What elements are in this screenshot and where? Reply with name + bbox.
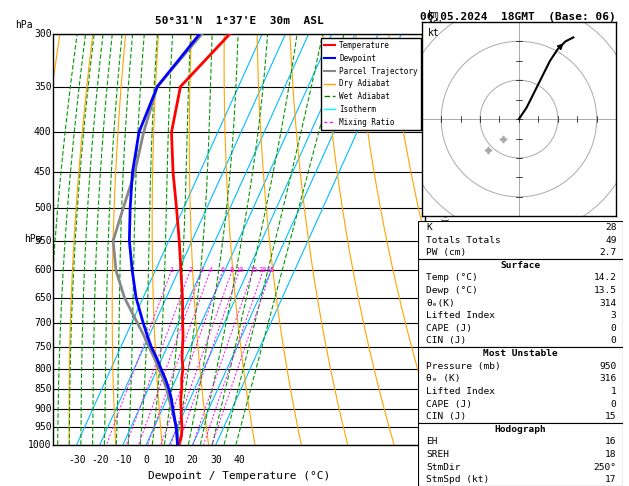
Text: CIN (J): CIN (J) [426,412,467,421]
Text: 13.5: 13.5 [594,286,616,295]
Text: 1: 1 [169,267,174,274]
Text: 15: 15 [249,267,257,274]
Text: CAPE (J): CAPE (J) [426,399,472,409]
Text: 950: 950 [34,422,52,432]
Text: 10: 10 [164,455,175,465]
Text: 550: 550 [34,236,52,246]
Text: CAPE (J): CAPE (J) [426,324,472,333]
Text: SREH: SREH [426,450,450,459]
Text: CIN (J): CIN (J) [426,336,467,346]
Text: 0: 0 [143,455,149,465]
Text: 350: 350 [34,82,52,91]
Text: 6: 6 [221,267,225,274]
Text: 10: 10 [235,267,243,274]
Text: 250°: 250° [594,463,616,471]
Text: Hodograph: Hodograph [494,425,547,434]
Text: 8: 8 [426,108,432,118]
Text: 3: 3 [426,325,432,335]
Text: Dewp (°C): Dewp (°C) [426,286,478,295]
Text: 20: 20 [259,267,267,274]
Text: 0: 0 [611,336,616,346]
Text: 2.7: 2.7 [599,248,616,257]
Text: 20: 20 [187,455,199,465]
Text: 6: 6 [426,198,432,208]
Text: LCL: LCL [426,440,444,450]
Text: 1: 1 [611,387,616,396]
Text: 16: 16 [605,437,616,446]
Text: 25: 25 [267,267,276,274]
Text: 700: 700 [34,318,52,328]
Text: 5: 5 [426,242,432,251]
Text: Surface: Surface [501,261,540,270]
Text: 300: 300 [34,29,52,39]
Text: 30: 30 [210,455,221,465]
Text: 900: 900 [34,404,52,414]
Text: 4: 4 [208,267,213,274]
Bar [418,423,623,486]
Legend: Temperature, Dewpoint, Parcel Trajectory, Dry Adiabat, Wet Adiabat, Isotherm, Mi: Temperature, Dewpoint, Parcel Trajectory… [321,38,421,130]
Text: 950: 950 [599,362,616,371]
Text: 4: 4 [426,284,432,294]
Bar [418,221,623,259]
Text: EH: EH [426,437,438,446]
Text: θₑ(K): θₑ(K) [426,298,455,308]
Text: 15: 15 [605,412,616,421]
Text: 18: 18 [605,450,616,459]
Text: -30: -30 [68,455,86,465]
Text: 40: 40 [233,455,245,465]
Text: 17: 17 [605,475,616,484]
Text: 2: 2 [188,267,192,274]
Text: Lifted Index: Lifted Index [426,311,496,320]
Text: 500: 500 [34,203,52,213]
Text: 750: 750 [34,342,52,351]
Text: 0: 0 [611,399,616,409]
Text: 49: 49 [605,236,616,244]
Bar [418,347,623,423]
Text: -10: -10 [114,455,132,465]
Text: 316: 316 [599,374,616,383]
Text: θₑ (K): θₑ (K) [426,374,461,383]
Text: 650: 650 [34,293,52,303]
Text: -20: -20 [91,455,109,465]
Text: Pressure (mb): Pressure (mb) [426,362,501,371]
Text: K: K [426,223,432,232]
Text: 1: 1 [426,404,432,414]
Text: Most Unstable: Most Unstable [483,349,558,358]
Text: hPa: hPa [25,234,42,244]
Text: 3: 3 [200,267,204,274]
Text: 314: 314 [599,298,616,308]
Text: Totals Totals: Totals Totals [426,236,501,244]
Text: 8: 8 [230,267,234,274]
Text: Lifted Index: Lifted Index [426,387,496,396]
Text: 800: 800 [34,364,52,374]
Text: kt: kt [428,28,439,38]
Text: 50°31'N  1°37'E  30m  ASL: 50°31'N 1°37'E 30m ASL [155,16,323,26]
Text: km
ASL: km ASL [428,10,446,30]
Text: Mixing Ratio (g/kg): Mixing Ratio (g/kg) [442,192,452,287]
Text: 600: 600 [34,265,52,276]
Text: 06.05.2024  18GMT  (Base: 06): 06.05.2024 18GMT (Base: 06) [420,12,616,22]
Text: 450: 450 [34,167,52,177]
Text: Dewpoint / Temperature (°C): Dewpoint / Temperature (°C) [148,471,330,482]
Text: 7: 7 [426,154,432,163]
Text: 2: 2 [426,365,432,375]
Text: Temp (°C): Temp (°C) [426,274,478,282]
Text: 3: 3 [611,311,616,320]
Text: 850: 850 [34,384,52,394]
Text: 0: 0 [611,324,616,333]
Bar [418,259,623,347]
Text: 28: 28 [605,223,616,232]
Text: hPa: hPa [16,20,33,30]
Text: 400: 400 [34,127,52,137]
Text: StmSpd (kt): StmSpd (kt) [426,475,490,484]
Text: PW (cm): PW (cm) [426,248,467,257]
Text: StmDir: StmDir [426,463,461,471]
Text: 14.2: 14.2 [594,274,616,282]
Text: 1000: 1000 [28,440,52,450]
